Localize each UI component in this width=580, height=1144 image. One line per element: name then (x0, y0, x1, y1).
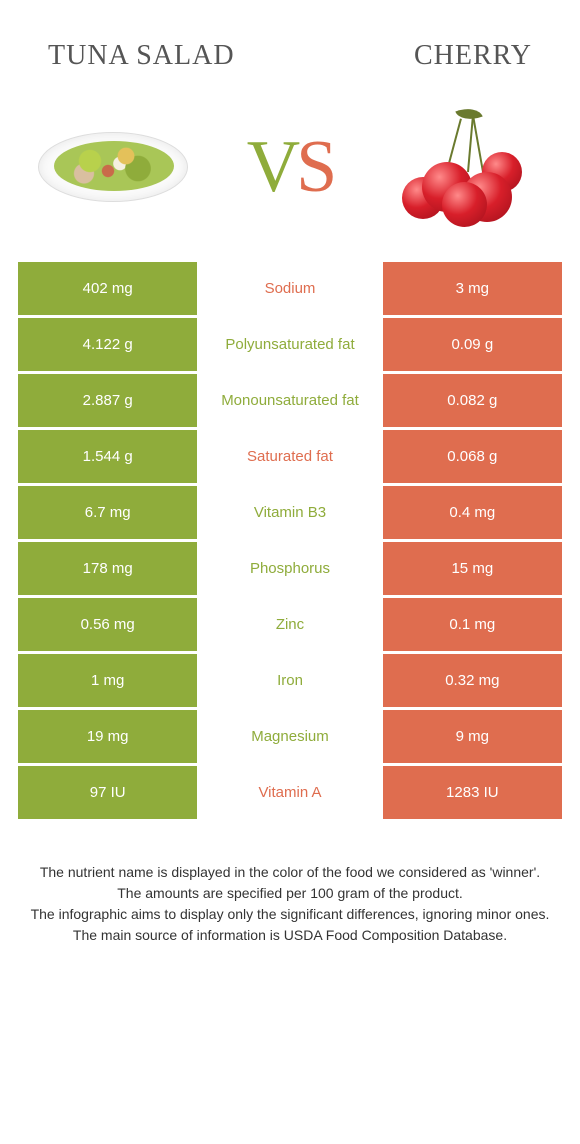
cell-nutrient-label: Iron (200, 654, 382, 707)
cell-left-value: 2.887 g (18, 374, 200, 427)
footer-line: The main source of information is USDA F… (28, 925, 552, 946)
cell-right-value: 0.082 g (383, 374, 562, 427)
cell-nutrient-label: Sodium (200, 262, 382, 315)
vs-label: VS (247, 125, 334, 210)
footer-line: The infographic aims to display only the… (28, 904, 552, 925)
table-row: 4.122 gPolyunsaturated fat0.09 g (18, 318, 562, 374)
cell-left-value: 1 mg (18, 654, 200, 707)
cell-right-value: 15 mg (383, 542, 562, 595)
cell-nutrient-label: Phosphorus (200, 542, 382, 595)
cell-left-value: 402 mg (18, 262, 200, 315)
table-row: 0.56 mgZinc0.1 mg (18, 598, 562, 654)
cell-right-value: 9 mg (383, 710, 562, 763)
cell-left-value: 19 mg (18, 710, 200, 763)
infographic-container: Tuna salad Cherry VS 402 mgSodium3 mg4.1… (0, 0, 580, 966)
cell-nutrient-label: Vitamin B3 (200, 486, 382, 539)
cell-left-value: 0.56 mg (18, 598, 200, 651)
cell-nutrient-label: Magnesium (200, 710, 382, 763)
cell-left-value: 178 mg (18, 542, 200, 595)
table-row: 2.887 gMonounsaturated fat0.082 g (18, 374, 562, 430)
images-row: VS (18, 82, 562, 262)
cell-right-value: 0.4 mg (383, 486, 562, 539)
cell-left-value: 6.7 mg (18, 486, 200, 539)
title-right: Cherry (414, 40, 532, 72)
footer-line: The amounts are specified per 100 gram o… (28, 883, 552, 904)
nutrient-table: 402 mgSodium3 mg4.122 gPolyunsaturated f… (18, 262, 562, 822)
table-row: 97 IUVitamin A1283 IU (18, 766, 562, 822)
cell-right-value: 0.068 g (383, 430, 562, 483)
table-row: 1.544 gSaturated fat0.068 g (18, 430, 562, 486)
cell-right-value: 1283 IU (383, 766, 562, 819)
cell-nutrient-label: Vitamin A (200, 766, 382, 819)
cell-nutrient-label: Monounsaturated fat (200, 374, 382, 427)
titles-row: Tuna salad Cherry (18, 20, 562, 82)
table-row: 6.7 mgVitamin B30.4 mg (18, 486, 562, 542)
cell-right-value: 3 mg (383, 262, 562, 315)
cell-nutrient-label: Polyunsaturated fat (200, 318, 382, 371)
cell-right-value: 0.32 mg (383, 654, 562, 707)
table-row: 19 mgMagnesium9 mg (18, 710, 562, 766)
table-row: 402 mgSodium3 mg (18, 262, 562, 318)
cell-nutrient-label: Zinc (200, 598, 382, 651)
title-left: Tuna salad (48, 40, 235, 72)
footer-line: The nutrient name is displayed in the co… (28, 862, 552, 883)
cell-right-value: 0.1 mg (383, 598, 562, 651)
vs-v: V (247, 126, 296, 208)
tuna-salad-icon (28, 102, 198, 232)
table-row: 178 mgPhosphorus15 mg (18, 542, 562, 598)
table-row: 1 mgIron0.32 mg (18, 654, 562, 710)
cell-left-value: 4.122 g (18, 318, 200, 371)
cell-left-value: 97 IU (18, 766, 200, 819)
cell-nutrient-label: Saturated fat (200, 430, 382, 483)
vs-s: S (296, 126, 333, 208)
cell-left-value: 1.544 g (18, 430, 200, 483)
cherry-icon (382, 102, 552, 232)
footer-notes: The nutrient name is displayed in the co… (18, 822, 562, 966)
cell-right-value: 0.09 g (383, 318, 562, 371)
